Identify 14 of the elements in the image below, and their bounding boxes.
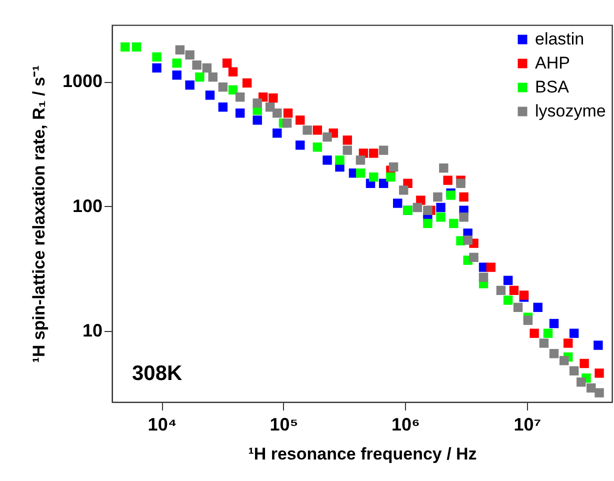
annotation: 308K xyxy=(132,362,182,385)
legend-label: AHP xyxy=(535,54,570,72)
x-tick-label: 10⁵ xyxy=(270,414,298,434)
legend-label: elastin xyxy=(535,30,584,48)
y-tick-label: 100 xyxy=(72,196,102,216)
x-axis-title: ¹H resonance frequency / Hz xyxy=(248,444,477,464)
x-tick-label: 10⁷ xyxy=(514,414,542,434)
y-tick-label: 1000 xyxy=(62,71,102,92)
legend-label: BSA xyxy=(535,78,570,96)
x-tick-label: 10⁴ xyxy=(148,414,177,434)
y-axis-title: ¹H spin-lattice relaxation rate, R₁ / s⁻¹ xyxy=(29,64,48,363)
y-tick-label: 10 xyxy=(82,320,102,341)
x-tick-label: 10⁶ xyxy=(392,414,420,434)
legend-label: lysozyme xyxy=(535,102,606,120)
